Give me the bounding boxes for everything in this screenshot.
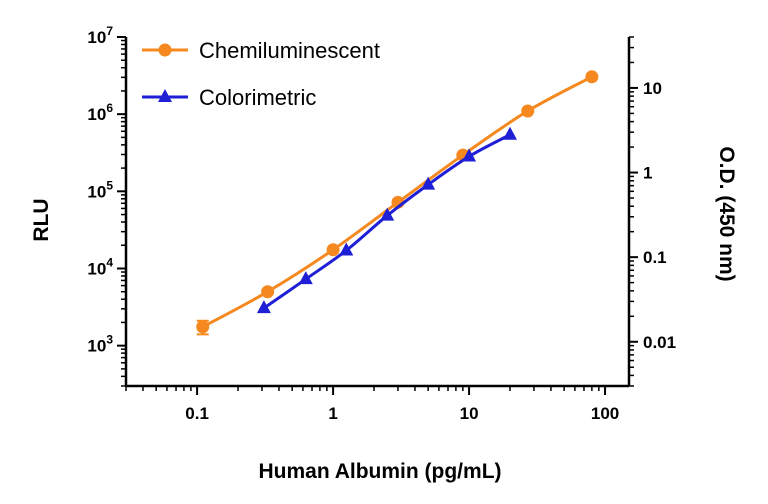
y-left-tick-label: 104 bbox=[87, 255, 113, 278]
legend-item-chemiluminescent: Chemiluminescent bbox=[142, 38, 380, 63]
y-right-tick-label: 0.01 bbox=[643, 333, 676, 352]
y-right-tick-label: 10 bbox=[643, 79, 662, 98]
legend: Chemiluminescent Colorimetric bbox=[142, 38, 380, 110]
legend-item-colorimetric: Colorimetric bbox=[142, 85, 316, 110]
y-left-tick-label: 105 bbox=[87, 178, 113, 201]
data-point-chemiluminescent bbox=[326, 243, 340, 257]
x-tick-label: 1 bbox=[328, 404, 337, 423]
y-axis-left-title: RLU bbox=[30, 198, 53, 241]
plot-area: 0.1 1 10 100 103 104 105 106 107 0.01 0.1 1 10 bbox=[87, 24, 676, 423]
data-point-colorimetric bbox=[298, 271, 313, 285]
data-point-chemiluminescent bbox=[261, 285, 275, 299]
data-point-colorimetric bbox=[421, 176, 436, 190]
data-point-colorimetric bbox=[256, 300, 271, 314]
data-point-chemiluminescent bbox=[196, 320, 210, 334]
series-layer bbox=[196, 70, 599, 336]
x-axis-ticks: 0.1 1 10 100 bbox=[125, 386, 619, 423]
data-point-chemiluminescent bbox=[585, 70, 599, 84]
data-point-colorimetric bbox=[503, 126, 518, 140]
y-axis-right-title: O.D. (450 nm) bbox=[715, 146, 738, 281]
data-point-colorimetric bbox=[380, 207, 395, 221]
y-axis-left-ticks: 103 104 105 106 107 bbox=[87, 24, 126, 387]
legend-marker-circle bbox=[158, 43, 172, 57]
legend-label-chemiluminescent: Chemiluminescent bbox=[199, 38, 380, 63]
y-right-tick-label: 1 bbox=[643, 164, 652, 183]
y-right-tick-label: 0.1 bbox=[643, 248, 667, 267]
x-axis-title: Human Albumin (pg/mL) bbox=[258, 460, 501, 483]
x-tick-label: 0.1 bbox=[185, 404, 209, 423]
legend-label-colorimetric: Colorimetric bbox=[199, 85, 316, 110]
data-point-colorimetric bbox=[462, 148, 477, 162]
data-point-colorimetric bbox=[339, 242, 354, 256]
y-left-tick-label: 103 bbox=[87, 333, 113, 356]
x-tick-label: 10 bbox=[460, 404, 479, 423]
legend-marker-triangle bbox=[158, 89, 172, 102]
y-left-tick-label: 106 bbox=[87, 101, 113, 124]
data-point-chemiluminescent bbox=[521, 104, 535, 118]
y-left-tick-label: 107 bbox=[87, 24, 113, 47]
x-tick-label: 100 bbox=[591, 404, 619, 423]
y-axis-right-ticks: 0.01 0.1 1 10 bbox=[629, 36, 676, 387]
